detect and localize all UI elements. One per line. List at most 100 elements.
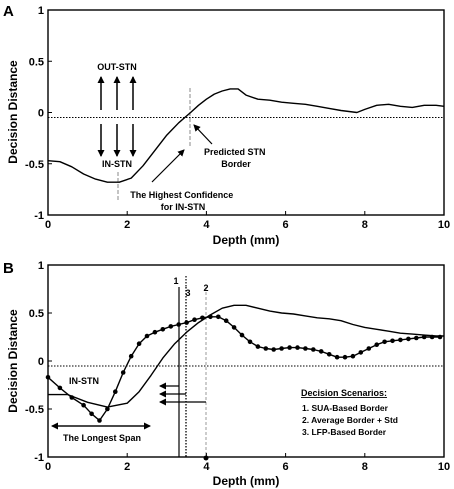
panel-a-y-axis-label: Decision Distance [6,60,20,164]
panel-a-y-ticks: -1 -0.5 0 0.5 1 [25,5,52,222]
panel-b-series-1-point [271,347,277,352]
panel-b-series-1-point [239,332,245,338]
panel-a-x-tick-label: 10 [438,219,450,231]
panel-b-series-1-point [303,346,308,351]
panel-b-series-1-point [390,338,395,344]
panel-b-legend-title: Decision Scenarios: [301,388,387,398]
panel-a-predicted-border-arrow [193,124,213,145]
panel-a-out-stn-label: OUT-STN [97,62,137,72]
panel-b-series-1-point [176,322,181,327]
panel-b-series-1-point [160,327,166,332]
panel-b-in-stn-label: IN-STN [69,376,99,386]
panel-b-series-1-point [342,354,348,360]
panel-a-y-tick-label: 1 [38,5,44,17]
panel-a-in-stn-label: IN-STN [102,159,132,169]
panel-b-curves [45,304,444,423]
panel-b-x-ticks: 0 2 4 6 8 10 [45,453,450,473]
panel-b-series-1-point [366,346,372,351]
panel-b-y-tick-label: 0 [38,356,44,368]
panel-a-predicted-border-line1: Predicted STN [204,147,266,157]
panel-b-series-1-point [97,418,102,423]
panel-a-highest-confidence-arrow [151,149,185,183]
panel-b-series-1-point [311,347,316,352]
panel-b-series-2-line [48,304,444,408]
panel-b-series-1-point [279,346,284,351]
panel-b-series-1-point [398,337,403,343]
panel-b-series-1-point [334,354,340,360]
panel-b-series-1-point [374,342,380,348]
panel-a-x-axis-label: Depth (mm) [213,233,280,247]
panel-a-in-stn-arrows [97,124,137,157]
panel-a-highest-confidence-line1: The Highest Confidence [130,190,233,200]
panel-b-letter: B [3,260,14,277]
panel-a-y-tick-label: -1 [34,210,44,222]
panel-b-series-1-point [81,402,86,408]
panel-b-series-1-point [318,349,324,354]
panel-b-y-tick-label: 1 [38,260,44,272]
panel-b-series-1-point [152,329,158,335]
panel-b-series-1-point [89,411,94,417]
panel-b-y-tick-label: -0.5 [25,404,44,416]
panel-b-series-1-point [184,320,189,325]
panel-b-y-axis-label: Decision Distance [6,309,20,413]
panel-b-series-1-point [382,339,387,345]
panel-b-legend-item-2: 2. Average Border + Std [302,415,398,425]
panel-b-x-tick-label: 4 [203,461,210,473]
panel-b-border-label-3: 3 [185,288,190,298]
panel-a-out-stn-arrows [97,76,137,110]
panel-b-series-1-point [57,385,63,391]
panel-a-series-1-line [47,88,445,183]
panel-b-longest-span-label: The Longest Span [63,433,141,443]
panel-b-series-1-point [223,318,229,324]
panel-b-series-1-point [113,389,118,395]
panel-a-x-tick-label: 2 [124,219,130,231]
panel-b-legend-item-3: 3. LFP-Based Border [302,427,387,437]
panel-b-series-1-point [358,350,364,355]
panel-b-series-1-point [168,324,174,329]
panel-b-series-1-point [231,325,237,330]
panel-b-y-ticks: -1 -0.5 0 0.5 1 [25,260,52,464]
panel-b-series-1-point [136,341,142,347]
panel-b-series-1-point [406,336,411,342]
panel-b-x-tick-label: 10 [438,461,450,473]
panel-a-letter: A [3,3,14,20]
panel-b-x-axis-label: Depth (mm) [213,474,280,488]
panel-b-series-1-point [45,375,51,380]
panel-a-x-ticks: 0 2 4 6 8 10 [45,211,450,231]
panel-b-border-label-2: 2 [203,283,208,293]
panel-b-border-label-1: 1 [173,276,178,286]
panel-b-series-1-point [414,335,419,341]
panel-b-y-tick-label: -1 [34,452,44,464]
panel-a-curves [47,88,445,183]
panel-b-series-1-point [255,344,261,349]
panel-b-x-tick-label: 2 [124,461,130,473]
panel-b-series-1-point [120,370,126,375]
panel-b-series-1-point [105,406,110,412]
panel-b-x-tick-label: 0 [45,461,51,473]
panel-a-predicted-border-line2: Border [221,159,251,169]
panel-b-x-tick-label: 8 [362,461,368,473]
panel-b-series-1-point [216,314,221,320]
panel-b: B 1 3 2 -1 -0.5 0 0.5 1 0 2 4 6 8 10 Decision Dis… [3,260,450,488]
panel-a-x-tick-label: 8 [362,219,368,231]
panel-a-x-tick-label: 4 [203,219,210,231]
panel-b-legend-item-1: 1. SUA-Based Border [302,403,389,413]
panel-a-y-tick-label: 0 [38,108,44,120]
panel-b-series-1-point [144,333,150,339]
panel-b-depth-4-marker [203,455,209,461]
panel-b-series-1-point [295,345,300,350]
panel-a-highest-confidence-line2: for IN-STN [161,202,206,212]
panel-a-y-tick-label: -0.5 [25,159,44,171]
panel-a-x-tick-label: 0 [45,219,51,231]
panel-b-x-tick-label: 6 [283,461,289,473]
panel-b-series-1-point [247,339,253,345]
panel-b-series-1-point [192,317,197,323]
panel-b-border-arrows [159,382,206,406]
panel-b-legend: Decision Scenarios: 1. SUA-Based Border … [301,388,398,437]
panel-a-x-tick-label: 6 [283,219,289,231]
panel-b-series-1-point [287,345,292,350]
panel-a: A -1-0.500.51 0 2 4 6 8 10 Decision Distance … [3,3,450,247]
panel-a-y-tick-label: 0.5 [29,56,44,68]
panel-a-plot-frame [47,9,445,216]
